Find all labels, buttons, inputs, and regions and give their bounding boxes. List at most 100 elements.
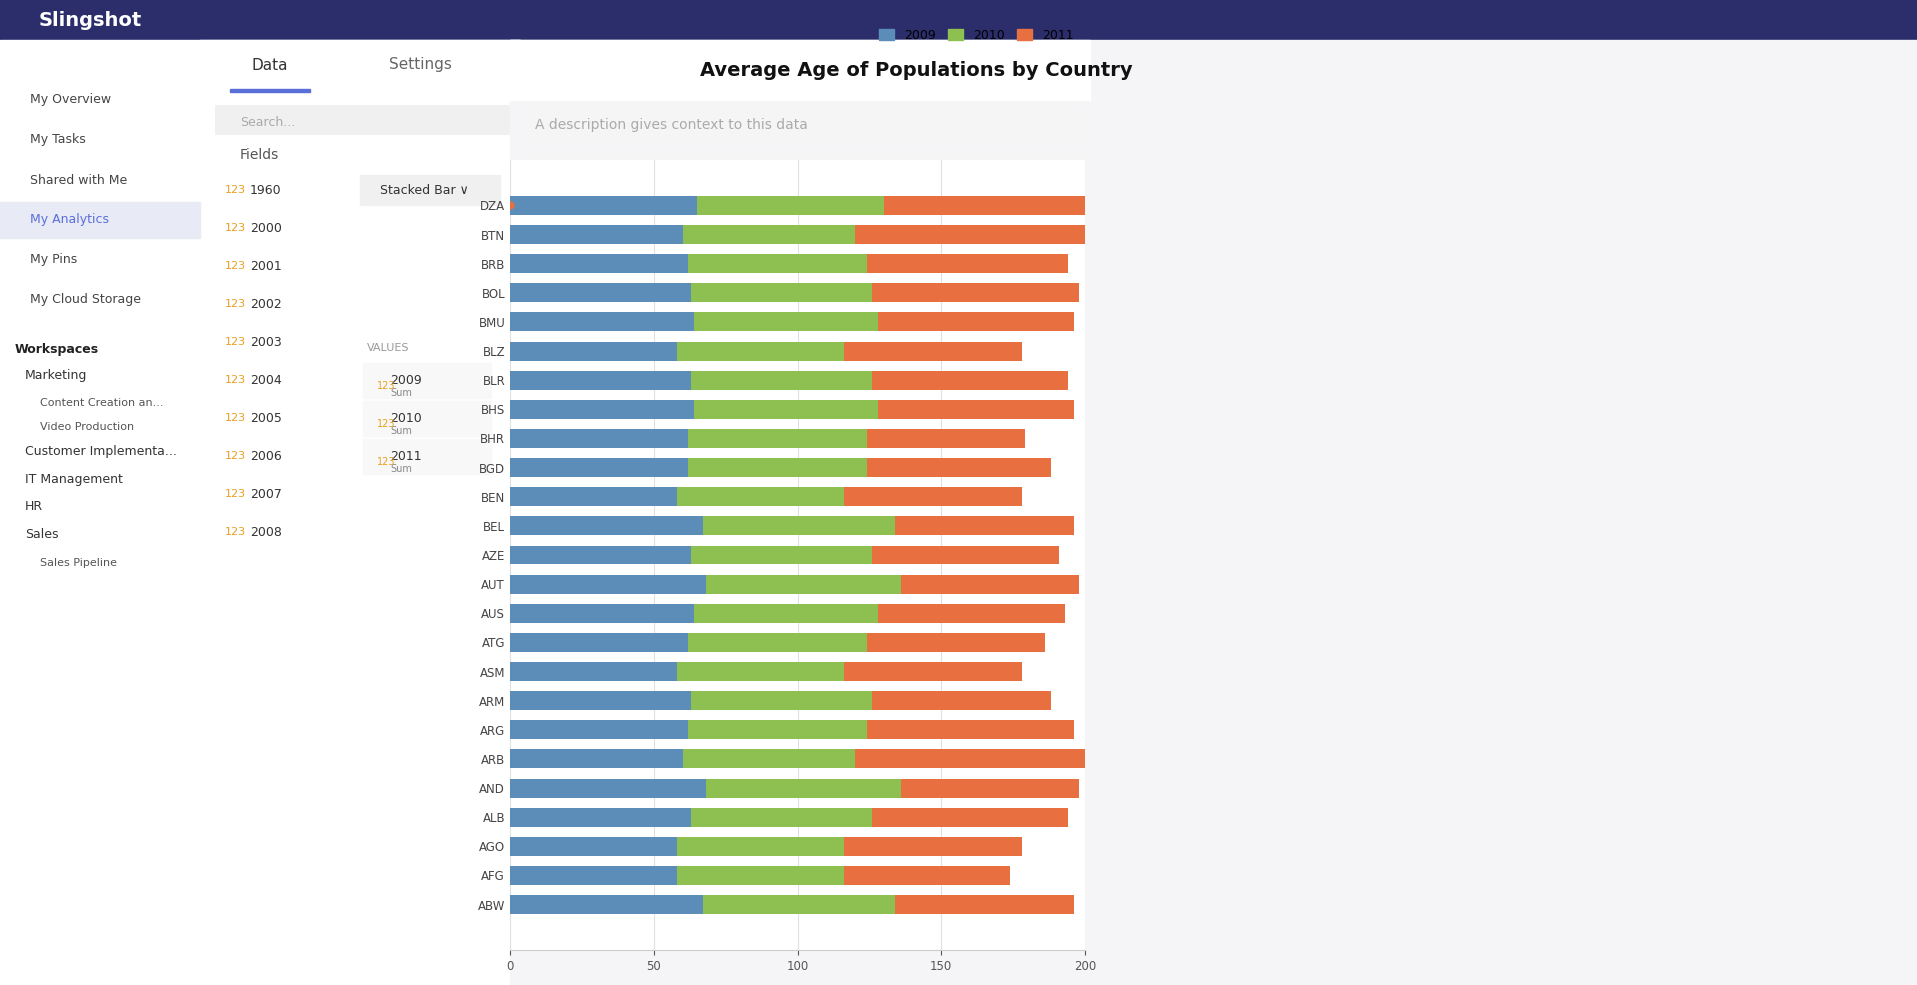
Text: Slingshot: Slingshot bbox=[38, 11, 142, 30]
Bar bbox=[872, 546, 1058, 564]
Bar bbox=[510, 312, 694, 331]
Bar bbox=[215, 105, 510, 135]
Text: Content Creation an...: Content Creation an... bbox=[40, 398, 163, 408]
Text: Settings: Settings bbox=[389, 57, 450, 73]
Text: Search...: Search... bbox=[240, 115, 295, 128]
Bar bbox=[510, 196, 698, 215]
Text: Sum: Sum bbox=[389, 388, 412, 398]
Bar bbox=[682, 750, 855, 768]
Text: VALUES: VALUES bbox=[366, 343, 410, 353]
Legend: 2009, 2010, 2011: 2009, 2010, 2011 bbox=[874, 24, 1079, 47]
Bar bbox=[510, 546, 692, 564]
Bar bbox=[215, 479, 510, 509]
Text: Stacked Bar ∨: Stacked Bar ∨ bbox=[380, 183, 470, 196]
Text: Sales Pipeline: Sales Pipeline bbox=[40, 558, 117, 568]
Text: 123: 123 bbox=[224, 451, 245, 461]
Bar bbox=[677, 342, 843, 361]
Bar bbox=[362, 439, 491, 474]
Text: HR: HR bbox=[25, 500, 42, 513]
Bar bbox=[510, 284, 692, 302]
Text: 123: 123 bbox=[378, 419, 395, 429]
Bar bbox=[510, 254, 688, 273]
Bar bbox=[215, 213, 510, 243]
Text: My Overview: My Overview bbox=[31, 94, 111, 106]
Text: Average Age of Populations by Country: Average Age of Populations by Country bbox=[700, 60, 1133, 80]
Bar bbox=[510, 488, 677, 506]
Bar bbox=[895, 895, 1074, 914]
Bar bbox=[360, 175, 500, 205]
Bar bbox=[872, 808, 1068, 826]
Text: 2010: 2010 bbox=[389, 412, 422, 425]
Bar bbox=[855, 750, 1085, 768]
Bar bbox=[362, 363, 491, 398]
Bar bbox=[901, 778, 1079, 798]
Bar bbox=[510, 342, 677, 361]
Text: Workspaces: Workspaces bbox=[15, 344, 100, 357]
Bar bbox=[510, 40, 1091, 100]
Text: 2006: 2006 bbox=[249, 449, 282, 463]
Bar bbox=[688, 458, 866, 477]
Bar bbox=[215, 289, 510, 319]
Text: My Pins: My Pins bbox=[31, 253, 77, 267]
Text: 123: 123 bbox=[224, 299, 245, 309]
Bar bbox=[692, 546, 872, 564]
Bar bbox=[215, 479, 240, 509]
Bar bbox=[0, 0, 1917, 40]
Text: 2005: 2005 bbox=[249, 412, 282, 425]
Bar bbox=[884, 196, 1085, 215]
Text: 123: 123 bbox=[224, 375, 245, 385]
Text: My Analytics: My Analytics bbox=[31, 214, 109, 227]
Bar bbox=[215, 213, 240, 243]
Bar bbox=[215, 327, 510, 357]
Bar bbox=[510, 633, 688, 652]
Text: 123: 123 bbox=[224, 337, 245, 347]
Bar bbox=[510, 808, 692, 826]
Bar bbox=[510, 429, 688, 448]
Bar bbox=[510, 837, 677, 856]
Bar bbox=[215, 403, 510, 433]
Bar bbox=[510, 691, 692, 710]
Bar bbox=[510, 662, 677, 681]
Bar bbox=[843, 837, 1022, 856]
Bar bbox=[705, 574, 901, 594]
Text: 123: 123 bbox=[224, 527, 245, 537]
Bar bbox=[199, 40, 520, 985]
Bar bbox=[692, 370, 872, 390]
Text: 2007: 2007 bbox=[249, 488, 282, 500]
Text: Video Production: Video Production bbox=[40, 422, 134, 432]
Bar bbox=[872, 691, 1051, 710]
Bar bbox=[215, 365, 510, 395]
Bar bbox=[866, 458, 1051, 477]
Bar bbox=[215, 441, 510, 471]
Bar bbox=[855, 225, 1085, 244]
Bar bbox=[677, 866, 843, 885]
Bar bbox=[705, 778, 901, 798]
Text: + Add Visualization Filter: + Add Visualization Filter bbox=[537, 161, 694, 173]
Bar bbox=[895, 516, 1074, 535]
Bar bbox=[866, 720, 1074, 740]
Bar bbox=[677, 837, 843, 856]
Text: 123: 123 bbox=[378, 381, 395, 391]
Bar bbox=[692, 691, 872, 710]
Bar bbox=[520, 151, 1079, 183]
Text: Customer Implementa...: Customer Implementa... bbox=[25, 444, 176, 457]
Bar bbox=[520, 107, 1079, 145]
Bar bbox=[698, 196, 884, 215]
Bar bbox=[692, 284, 872, 302]
Bar bbox=[878, 312, 1074, 331]
Bar bbox=[215, 289, 240, 319]
Text: 2000: 2000 bbox=[249, 222, 282, 234]
Text: My Cloud Storage: My Cloud Storage bbox=[31, 294, 142, 306]
Bar bbox=[682, 225, 855, 244]
Text: 2002: 2002 bbox=[249, 297, 282, 310]
Bar bbox=[510, 516, 704, 535]
Text: Sum: Sum bbox=[389, 464, 412, 474]
Text: 2004: 2004 bbox=[249, 373, 282, 386]
Bar bbox=[704, 516, 895, 535]
Bar bbox=[866, 254, 1068, 273]
Bar bbox=[688, 254, 866, 273]
Text: 2009: 2009 bbox=[389, 373, 422, 386]
Bar bbox=[866, 429, 1024, 448]
Bar bbox=[510, 40, 1917, 985]
Bar bbox=[704, 895, 895, 914]
